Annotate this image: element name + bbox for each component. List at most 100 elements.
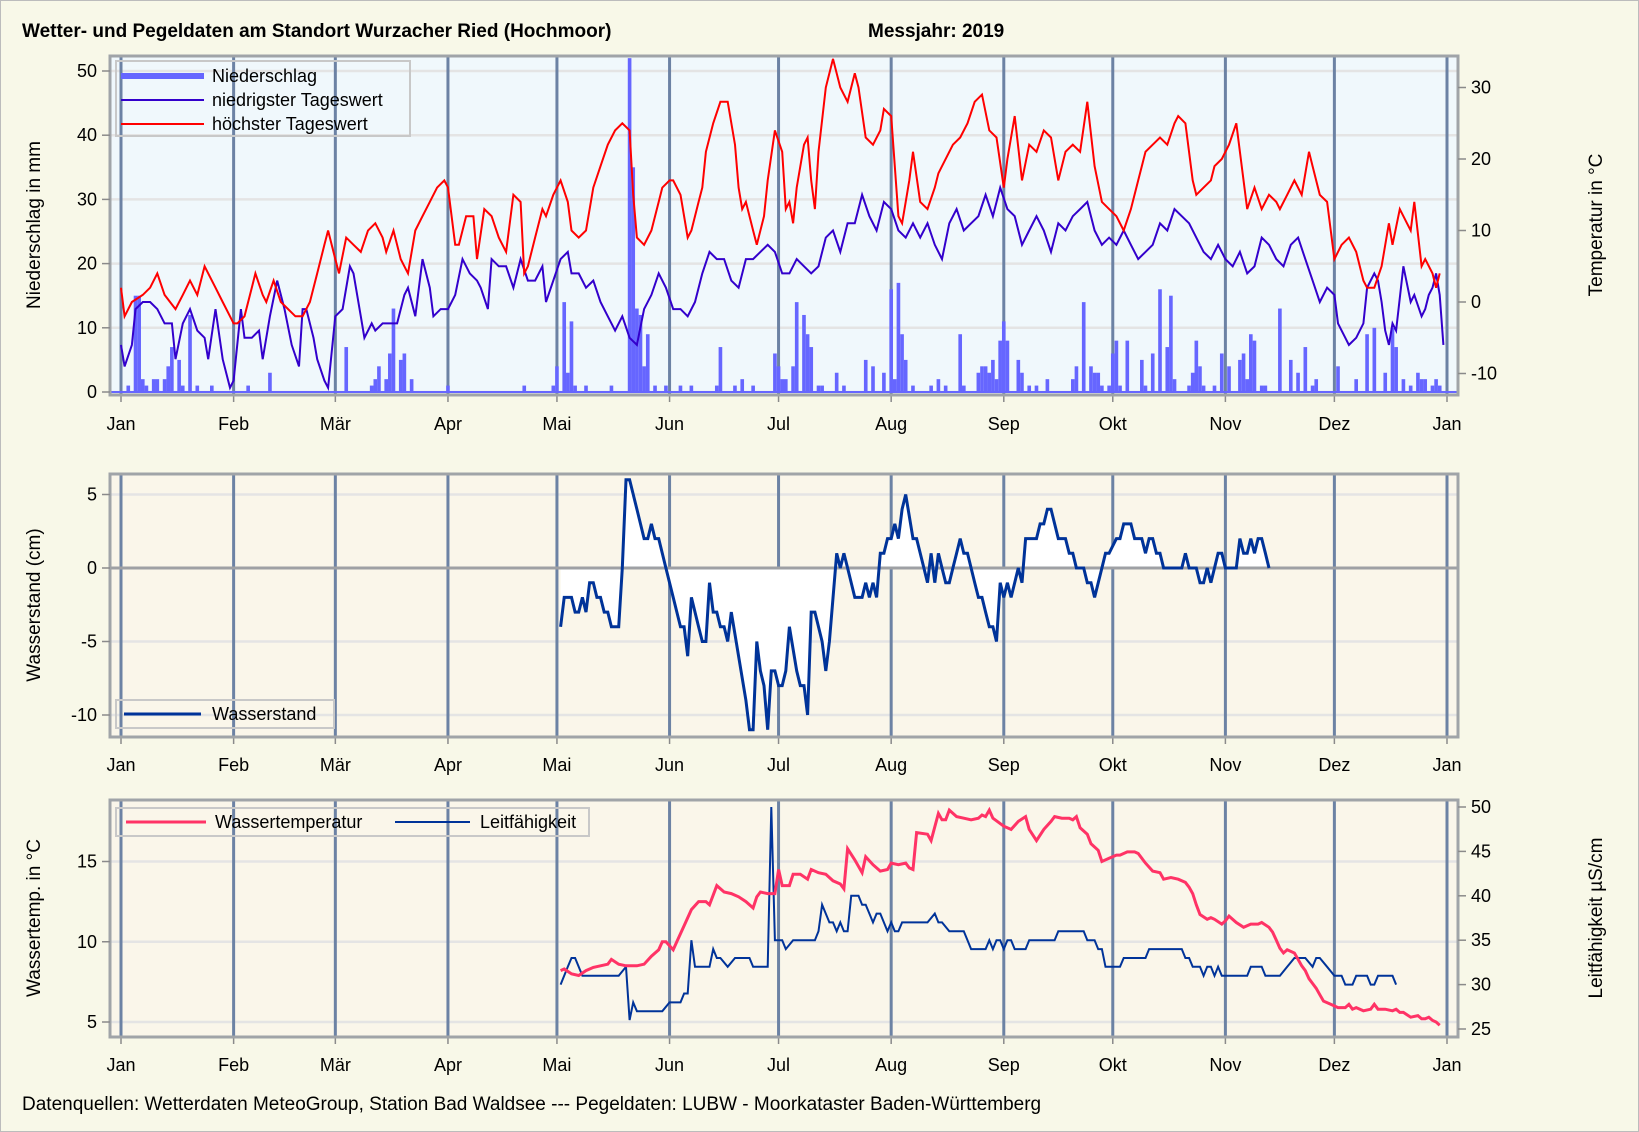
x-tick-label: Jun [655, 1055, 684, 1075]
precip-bar [1100, 385, 1104, 392]
precip-bar [962, 385, 966, 392]
precip-bar [377, 366, 381, 392]
precip-bar [137, 295, 141, 392]
precip-bar [1190, 372, 1195, 392]
y-axis-label: Wassertemp. in °C [24, 839, 45, 997]
precip-bar [555, 366, 559, 392]
precip-bar [1419, 379, 1424, 392]
x-tick-label: Apr [434, 414, 462, 434]
x-tick-label: Nov [1209, 1055, 1241, 1075]
precip-bar [998, 340, 1002, 392]
y2-tick-label: 0 [1471, 292, 1481, 312]
precip-bar [816, 385, 821, 392]
precip-bar [1212, 385, 1217, 392]
precip-bar [1423, 379, 1428, 392]
precip-bar [645, 334, 650, 392]
precip-bar [344, 347, 349, 392]
precip-bar [983, 366, 988, 392]
precip-bar [809, 347, 814, 392]
precip-bar [936, 379, 941, 392]
x-tick-label: Jan [106, 414, 135, 434]
panel-water-level: Jan Feb Mär Apr Mai Jun Jul Aug Sep Okt Nov Dez Jan -… [24, 472, 1462, 775]
precip-bar [1114, 340, 1119, 392]
precip-bar [1165, 347, 1170, 392]
precip-bar [268, 372, 272, 392]
precip-bar [446, 385, 450, 392]
precip-bar [1430, 385, 1435, 392]
precip-bar [689, 385, 694, 392]
precip-bar [210, 385, 214, 392]
y-tick-label: 50 [77, 61, 97, 81]
plot-frame [108, 798, 1460, 1039]
precip-bar [896, 282, 901, 392]
x-tick-label: Aug [875, 755, 907, 775]
y-tick-label: 5 [87, 1012, 97, 1032]
precip-bar [402, 353, 407, 392]
precip-bar [373, 379, 378, 392]
precip-bar [805, 334, 810, 392]
y-tick-label: -10 [71, 705, 97, 725]
precip-bar [842, 385, 846, 392]
y2-tick-label: 10 [1471, 221, 1491, 241]
x-tick-label: Jun [655, 414, 684, 434]
precip-bar [1336, 366, 1340, 392]
y-tick-label: 10 [77, 932, 97, 952]
precip-bar [1198, 366, 1202, 392]
y-tick-label: 40 [77, 125, 97, 145]
precip-bar [133, 295, 138, 392]
precip-bar [1252, 340, 1257, 392]
precip-bar [773, 353, 777, 392]
precip-bar [162, 379, 167, 392]
precip-bar [1390, 327, 1395, 392]
precip-bar [991, 359, 995, 392]
precip-bar [635, 308, 639, 392]
x-tick-label: Jul [767, 1055, 790, 1075]
precip-bar [903, 359, 908, 392]
legend-label: Wassertemperatur [215, 812, 362, 832]
precip-bar [780, 379, 784, 392]
precip-bar [958, 334, 963, 392]
legend-label: Niederschlag [212, 66, 317, 86]
precip-bar [1303, 347, 1308, 392]
y-axis-label: Wasserstand (cm) [24, 528, 45, 681]
precip-bar [144, 385, 149, 392]
precip-bar [569, 321, 574, 392]
legend: Wassertemperatur Leitfähigkeit [115, 807, 590, 837]
precip-bar [900, 334, 904, 392]
precip-bar [1365, 334, 1369, 392]
precip-bar [391, 308, 396, 392]
precip-bar [166, 366, 171, 392]
x-tick-label: Mär [320, 755, 351, 775]
series-conductivity-line [559, 806, 1398, 1021]
precip-bar [871, 366, 875, 392]
precip-bar [384, 379, 389, 392]
precip-bar [1092, 372, 1097, 392]
x-tick-label: Jan [1432, 1055, 1461, 1075]
precip-bar [929, 385, 933, 392]
x-tick-label: Aug [875, 1055, 907, 1075]
precip-bar [1070, 379, 1075, 392]
series-tmax-line [120, 58, 1441, 325]
y-tick-label: 5 [87, 485, 97, 505]
precip-bar [369, 385, 374, 392]
precip-bar [1288, 359, 1293, 392]
precip-bar [653, 385, 657, 392]
precip-bar [1081, 302, 1086, 392]
x-tick-label: Jan [1432, 755, 1461, 775]
precip-bar [562, 302, 567, 392]
x-tick-label: Okt [1099, 414, 1127, 434]
precip-bar [751, 385, 755, 392]
precip-bar [180, 385, 185, 392]
precip-bar [638, 314, 643, 392]
precip-bar [1296, 372, 1300, 392]
water-level-fill [560, 479, 1269, 730]
y2-axis-label: Temperatur in °C [1586, 154, 1607, 297]
legend: Niederschlag niedrigster Tageswert höchste… [115, 60, 411, 137]
precip-bar [987, 372, 992, 392]
legend: Wasserstand [115, 699, 335, 729]
precip-bar [627, 58, 632, 392]
precip-bar [1118, 385, 1122, 392]
precip-bar [1259, 385, 1264, 392]
precip-bar [1001, 321, 1006, 392]
precip-bar [1408, 385, 1413, 392]
